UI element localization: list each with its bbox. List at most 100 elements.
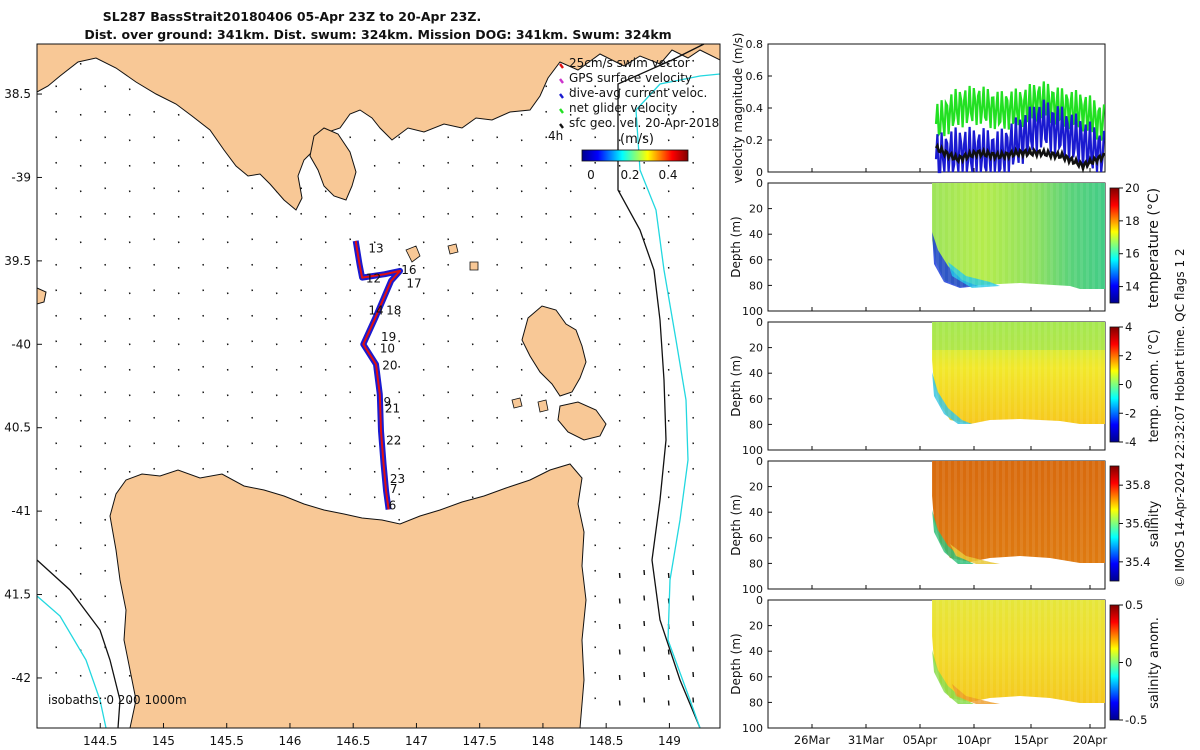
temperature-panel: temperature (°C) — [767, 182, 1162, 312]
velocity-y-tick-label: 0.6 — [746, 70, 764, 83]
colorbar-tick-label: 18 — [1125, 214, 1140, 228]
depth-ylabel: Depth (m) — [729, 633, 743, 694]
isobath-1000m-west — [36, 595, 107, 729]
map-y-axis: 38.5 -39 39.5 -40 40.5 -41 41.5 -42 — [4, 87, 42, 685]
depth-tick-label: 40 — [749, 645, 763, 658]
velocity-series-line — [934, 81, 1106, 141]
colorbar-tick-label: -0.5 — [1125, 713, 1147, 727]
temperature-texture — [932, 183, 1105, 289]
waypoint-label: 18 — [386, 303, 401, 317]
map-x-tick-label: 146 — [279, 734, 302, 748]
depth-tick-label: 80 — [749, 557, 763, 570]
salinity-cbar-label: salinity — [1147, 500, 1162, 547]
velocity-y-tick-label: 0.8 — [746, 38, 764, 51]
map-y-tick-label: -39 — [11, 170, 31, 184]
waypoint-label: 7 — [390, 482, 398, 496]
waypoint-label: 20 — [382, 358, 397, 372]
magenta-vector-icon — [559, 78, 564, 84]
land-flinders-island — [521, 305, 587, 397]
map-y-tick-label: 39.5 — [4, 254, 31, 268]
isobath-200m — [617, 43, 705, 729]
waypoint-label: 17 — [406, 277, 421, 291]
land-victoria — [36, 43, 721, 211]
legend-label: 25cm/s swim vector — [569, 56, 690, 70]
depth-tick-label: 100 — [742, 583, 763, 596]
velocity-y-tick-label: 0.4 — [746, 102, 764, 115]
depth-tick-label: 0 — [756, 455, 763, 468]
time-tick-label: 10Apr — [957, 733, 992, 747]
colorbar-tick-2: 0.4 — [658, 168, 677, 182]
land-wilsons-promontory — [309, 127, 357, 201]
chart-title: SL287 BassStrait20180406 05-Apr 23Z to 2… — [103, 9, 481, 24]
salinity-panel: salinity — [767, 460, 1162, 590]
legend-label: dive-avg current veloc. — [569, 86, 707, 100]
temperature-cbar-label: temperature (°C) — [1146, 188, 1162, 308]
green-vector-icon — [559, 108, 564, 114]
map-x-tick-label: 145 — [152, 734, 175, 748]
temp-anomaly-colorbar — [1109, 326, 1120, 443]
section-axis: 0 20 40 60 80 100 Depth (m) 35.8 35.6 35.4 — [729, 455, 1151, 596]
map-y-tick-label: -40 — [11, 337, 31, 351]
time-tick-label: 26Mar — [794, 733, 831, 747]
depth-tick-label: 60 — [749, 671, 763, 684]
depth-tick-label: 0 — [756, 316, 763, 329]
time-x-axis: 26Mar 31Mar 05Apr 10Apr 15Apr 20Apr — [794, 168, 1108, 747]
blue-vector-icon — [559, 93, 564, 99]
map-y-tick-label: 41.5 — [4, 588, 31, 602]
depth-tick-label: 60 — [749, 393, 763, 406]
velocity-ylabel: velocity magnitude (m/s) — [731, 33, 745, 184]
depth-tick-label: 100 — [742, 305, 763, 318]
colorbar-label: (m/s) — [620, 132, 654, 147]
colorbar-tick-label: 0 — [1125, 378, 1132, 392]
swim-vector-track — [354, 240, 401, 510]
isobaths-note: isobaths: 0 200 1000m — [48, 693, 187, 707]
waypoint-label: 19 — [381, 330, 396, 344]
speed-colorbar — [581, 149, 689, 162]
depth-tick-label: 40 — [749, 367, 763, 380]
glider-track — [352, 240, 403, 510]
isobath-200m-west — [36, 559, 121, 729]
chart-subtitle: Dist. over ground: 341km. Dist. swum: 32… — [84, 27, 671, 42]
legend-label: GPS surface velocity — [569, 71, 692, 85]
salinity-anomaly-panel: salinity anom. — [767, 599, 1162, 729]
map-frame — [36, 43, 721, 729]
waypoint-label: 13 — [368, 242, 383, 256]
land-small-islands — [405, 243, 549, 413]
red-vector-icon — [559, 63, 564, 69]
waypoint-label: 10 — [380, 342, 395, 356]
depth-tick-label: 100 — [742, 444, 763, 457]
map-x-tick-label: 147.5 — [463, 734, 497, 748]
waypoint-label: 23 — [390, 472, 405, 486]
time-tick-label: 15Apr — [1014, 733, 1049, 747]
map-x-axis: 144.5 145 145.5 146 146.5 147 147.5 148 148.5 149 — [83, 723, 681, 748]
footer-credit: © IMOS 14-Apr-2024 22:32:07 Hobart time.… — [1173, 248, 1187, 587]
depth-tick-label: 60 — [749, 254, 763, 267]
waypoint-label: 12 — [366, 272, 381, 286]
map-y-tick-label: -42 — [11, 671, 31, 685]
salinity-texture — [932, 461, 1105, 563]
salinity-colorbar — [1109, 465, 1120, 582]
map-y-tick-label: 40.5 — [4, 421, 31, 435]
colorbar-tick-label: 0 — [1125, 656, 1132, 670]
velocity-y-tick-label: 0 — [756, 166, 763, 179]
depth-tick-label: 60 — [749, 532, 763, 545]
depth-tick-label: 0 — [756, 594, 763, 607]
map-x-tick-label: 147 — [405, 734, 428, 748]
temp-anomaly-cbar-label: temp. anom. (°C) — [1147, 329, 1162, 442]
map-x-tick-label: 148 — [531, 734, 554, 748]
time-tick-label: 05Apr — [903, 733, 938, 747]
velocity-series-line — [934, 99, 1106, 174]
waypoint-label: 22 — [386, 433, 401, 447]
velocity-panel: 0 0.2 0.4 0.6 0.8 velocity magnitude (m/s) — [731, 33, 1106, 184]
map-x-tick-label: 149 — [658, 734, 681, 748]
depth-tick-label: 20 — [749, 203, 763, 216]
velocity-y-tick-label: 0.2 — [746, 134, 764, 147]
legend-item: sfc geo. vel. 20-Apr-2018 — [559, 116, 719, 130]
waypoint-label: 9 — [384, 395, 392, 409]
map-y-tick-label: -41 — [11, 504, 31, 518]
colorbar-tick-label: 35.4 — [1125, 555, 1151, 569]
